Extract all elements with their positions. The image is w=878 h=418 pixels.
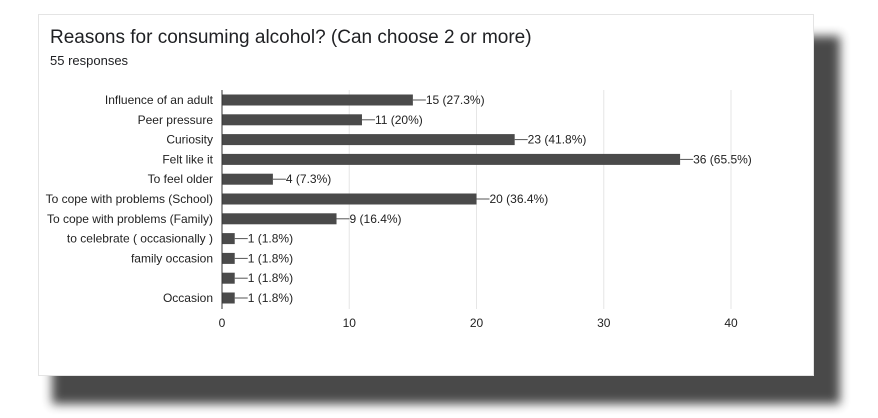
category-label: Curiosity	[166, 133, 213, 147]
x-tick-label: 10	[343, 316, 357, 330]
category-label: family occasion	[131, 251, 213, 265]
bar	[222, 233, 235, 245]
bar	[222, 292, 235, 304]
data-label: 1 (1.8%)	[248, 291, 293, 305]
data-label: 20 (36.4%)	[490, 192, 549, 206]
category-label: To cope with problems (School)	[46, 192, 213, 206]
x-tick-label: 20	[470, 316, 484, 330]
data-label: 15 (27.3%)	[426, 93, 485, 107]
bar	[222, 272, 235, 284]
data-label: 1 (1.8%)	[248, 271, 293, 285]
data-label: 1 (1.8%)	[248, 251, 293, 265]
data-label: 11 (20%)	[375, 113, 423, 127]
data-label: 9 (16.4%)	[350, 212, 402, 226]
category-label: Peer pressure	[138, 113, 214, 127]
category-label: to celebrate ( occasionally )	[67, 232, 213, 246]
x-tick-label: 0	[219, 316, 226, 330]
data-label: 23 (41.8%)	[528, 133, 587, 147]
bar	[222, 193, 477, 205]
data-label: 4 (7.3%)	[286, 172, 331, 186]
bar	[222, 114, 362, 126]
x-tick-label: 30	[597, 316, 611, 330]
bar	[222, 252, 235, 264]
category-label: Influence of an adult	[105, 93, 214, 107]
bar	[222, 213, 337, 225]
category-label: To feel older	[148, 172, 213, 186]
bar	[222, 134, 515, 146]
data-label: 1 (1.8%)	[248, 232, 293, 246]
bar	[222, 173, 273, 185]
chart-title: Reasons for consuming alcohol? (Can choo…	[50, 27, 532, 48]
x-tick-label: 40	[724, 316, 738, 330]
category-label: Felt like it	[162, 152, 213, 166]
response-count: 55 responses	[50, 53, 129, 68]
category-label: To cope with problems (Family)	[47, 212, 213, 226]
category-label: Occasion	[163, 291, 213, 305]
bar	[222, 153, 681, 165]
data-label: 36 (65.5%)	[693, 152, 752, 166]
bar	[222, 94, 413, 106]
